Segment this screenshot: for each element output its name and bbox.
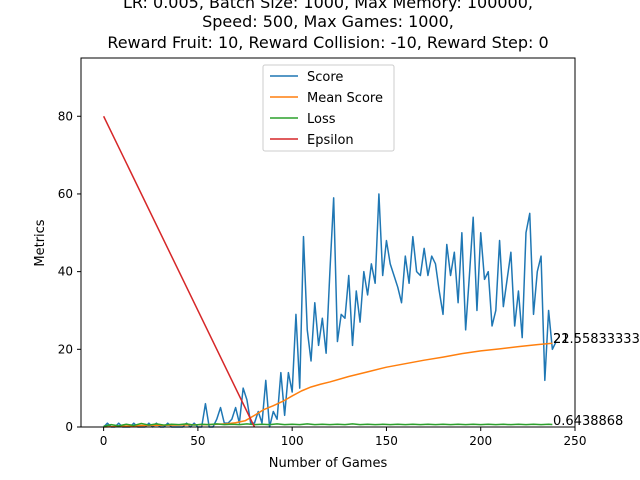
x-tick-label: 50 xyxy=(190,434,205,448)
legend-label-score: Score xyxy=(307,70,343,85)
legend: Score Mean Score Loss Epsilon xyxy=(262,64,395,152)
x-tick-label: 200 xyxy=(469,434,492,448)
y-tick-label: 20 xyxy=(58,342,73,356)
series-line-mean-score xyxy=(103,342,553,428)
y-tick-label: 60 xyxy=(58,187,73,201)
legend-label-epsilon: Epsilon xyxy=(307,133,354,148)
end-label-mean-score: 21.55833333 xyxy=(553,332,640,347)
legend-box xyxy=(262,64,395,152)
x-axis-label: Number of Games xyxy=(269,456,388,471)
chart-title-line-3: Reward Fruit: 10, Reward Collision: -10,… xyxy=(107,33,548,52)
y-tick-label: 40 xyxy=(58,265,73,279)
series-line-score xyxy=(103,193,557,428)
series-line-epsilon xyxy=(102,115,256,428)
plot-frame xyxy=(80,57,576,428)
series-line-loss xyxy=(103,422,553,427)
chart-title: LR: 0.005, Batch Size: 1000, Max Memory:… xyxy=(107,0,548,52)
series-layer xyxy=(102,115,557,428)
y-tick-label: 0 xyxy=(65,420,73,434)
axes-layer xyxy=(80,57,576,428)
end-label-loss: 0.6438868 xyxy=(553,414,623,429)
chart-title-line-2: Speed: 500, Max Games: 1000, xyxy=(202,12,454,31)
y-axis-label: Metrics xyxy=(33,219,48,266)
x-tick-label: 250 xyxy=(564,434,587,448)
legend-label-loss: Loss xyxy=(307,112,336,127)
end-labels: 22 21.55833333 0.6438868 xyxy=(553,332,640,429)
chart-title-line-1: LR: 0.005, Batch Size: 1000, Max Memory:… xyxy=(123,0,533,12)
ticks-layer: 0 50 100 150 200 250 0 20 40 60 80 xyxy=(58,109,587,448)
x-tick-label: 100 xyxy=(281,434,304,448)
legend-label-mean-score: Mean Score xyxy=(307,91,383,106)
x-tick-label: 150 xyxy=(375,434,398,448)
y-tick-label: 80 xyxy=(58,109,73,123)
x-tick-label: 0 xyxy=(100,434,108,448)
end-label-score: 22 xyxy=(553,332,570,347)
